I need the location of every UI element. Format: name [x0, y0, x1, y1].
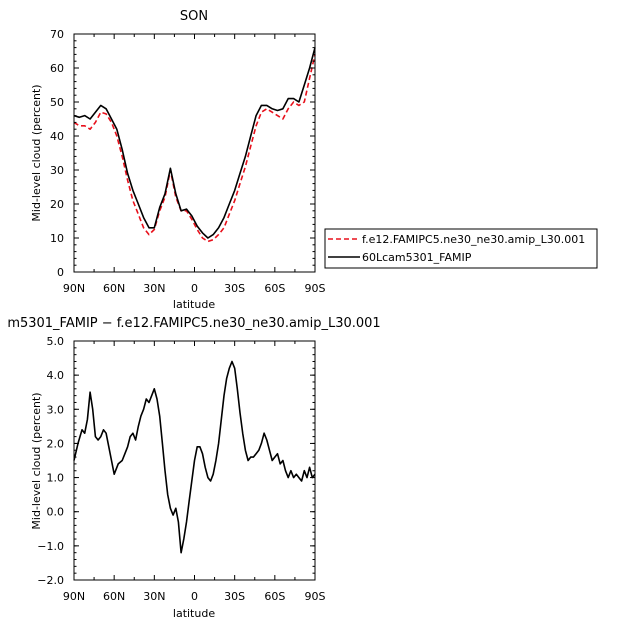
top-x-tick-label: 0: [191, 282, 198, 295]
bottom-x-tick-label: 30S: [224, 590, 245, 603]
bottom-y-tick-label: 3.0: [47, 403, 65, 416]
bottom-series-line-1: [73, 360, 316, 554]
top-y-tick-label: 60: [50, 62, 64, 75]
bottom-y-axis-label: Mid-level cloud (percent): [30, 392, 43, 529]
bottom-panel-title: m5301_FAMIP − f.e12.FAMIPC5.ne30_ne30.am…: [7, 316, 380, 331]
top-y-tick-label: 10: [50, 232, 64, 245]
top-panel-title: SON: [180, 9, 208, 24]
legend: f.e12.FAMIPC5.ne30_ne30.amip_L30.001 60L…: [324, 228, 598, 269]
bottom-x-tick-label: 60S: [264, 590, 285, 603]
bottom-y-tick-label: 4.0: [47, 369, 65, 382]
bottom-y-tick-label: 2.0: [47, 437, 65, 450]
top-plot-area: 90N 60N 30N 0 30S 60S 90S 0 10 20 30 40 50 60 70: [50, 28, 326, 295]
top-x-tick-label: 90N: [63, 282, 85, 295]
top-x-tick-label: 30N: [143, 282, 165, 295]
top-y-tick-label: 30: [50, 164, 64, 177]
legend-label-series-2: 60Lcam5301_FAMIP: [362, 251, 472, 264]
top-y-axis-label: Mid-level cloud (percent): [30, 84, 43, 221]
top-x-axis-label: latitude: [173, 298, 215, 311]
top-y-tick-label: 70: [50, 28, 64, 41]
top-series-line-1: [73, 54, 316, 243]
legend-box: [324, 228, 598, 269]
top-y-tick-label: 0: [57, 266, 64, 279]
top-y-tick-label: 50: [50, 96, 64, 109]
bottom-panel: m5301_FAMIP − f.e12.FAMIPC5.ne30_ne30.am…: [7, 316, 380, 620]
bottom-y-tick-label: 1.0: [47, 472, 65, 485]
bottom-x-axis-label: latitude: [173, 607, 215, 620]
top-x-tick-label: 90S: [305, 282, 326, 295]
top-x-tick-label: 30S: [224, 282, 245, 295]
top-series-line-2: [73, 47, 316, 239]
bottom-y-tick-label: −1.0: [37, 540, 64, 553]
bottom-y-tick-label: 0.0: [47, 506, 65, 519]
top-y-tick-label: 40: [50, 130, 64, 143]
bottom-x-tick-label: 90S: [305, 590, 326, 603]
bottom-plot-area: 90N 60N 30N 0 30S 60S 90S −2.0 −1.0 0.0 1.0 2.0 3.0 4…: [37, 335, 325, 603]
bottom-x-tick-label: 90N: [63, 590, 85, 603]
bottom-x-tick-label: 0: [191, 590, 198, 603]
bottom-y-tick-label: −2.0: [37, 574, 64, 587]
bottom-y-tick-label: 5.0: [47, 335, 65, 348]
legend-label-series-1: f.e12.FAMIPC5.ne30_ne30.amip_L30.001: [362, 233, 585, 246]
bottom-x-tick-label: 30N: [143, 590, 165, 603]
top-x-tick-label: 60N: [103, 282, 125, 295]
top-panel: SON 90N 60N 30N 0 30S 60S 90S 0 10 20 30 40 50 60 70 l…: [30, 9, 326, 311]
bottom-x-tick-label: 60N: [103, 590, 125, 603]
top-y-tick-label: 20: [50, 198, 64, 211]
top-x-tick-label: 60S: [264, 282, 285, 295]
